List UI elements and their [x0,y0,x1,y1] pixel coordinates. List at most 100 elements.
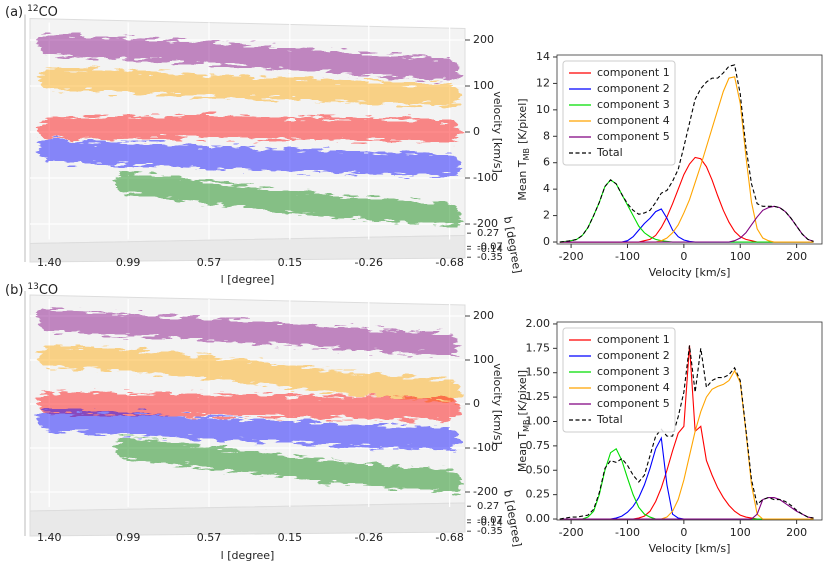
legend-box [562,327,676,433]
legend-label: component 3 [597,365,670,378]
z-tick-label: 0.27 [477,501,499,512]
z-tick-label: -0.14 [477,518,503,529]
mass-number: 12 [27,4,38,14]
legend-label: component 4 [597,381,670,394]
legend-label: component 5 [597,130,670,143]
legend-label: component 4 [597,114,670,127]
cloud-band [38,309,461,357]
y-tick-label: 200 [473,33,494,46]
x-tick-label: 1.40 [37,531,62,544]
y-label-unit: [K/pixel] [516,370,529,416]
molecule: CO [39,5,58,20]
cloud-band [38,392,461,421]
x-tick-label: 0.57 [197,256,222,269]
panel-title: (a) 12CO [5,4,58,20]
legend-label: component 1 [597,66,670,79]
x-axis-label: Velocity [km/s] [649,542,731,555]
cloud-band [38,345,461,402]
cloud-band [115,171,461,226]
x-tick-label: 100 [730,250,751,263]
x-axis-label: l [degree] [221,549,275,562]
series-line [559,497,814,520]
cloud-band [38,33,461,81]
y-tick-label: 10 [536,103,550,116]
cloud-band [38,115,461,142]
y-tick-label: 0.75 [526,439,551,452]
panel-label: (b) [5,283,23,298]
x-tick-label: -0.68 [435,531,463,544]
x-tick-label: 1.40 [37,256,62,269]
series-line [559,64,814,243]
cloud-band [38,67,461,107]
mass-number: 13 [27,282,38,292]
x-tick-label: -200 [559,526,584,539]
legend-label: component 2 [597,82,670,95]
y-tick-label: -100 [473,171,498,184]
panel-title: (b) 13CO [5,282,58,298]
y-tick-label: 1.50 [526,366,551,379]
floor-pane [29,234,466,263]
y-tick-label: 2.00 [526,317,551,330]
z-axis-label: b [degree] [501,215,524,274]
filaments [38,33,461,226]
y-tick-label: 0.25 [526,488,551,501]
y-tick-label: 0 [473,397,480,410]
y-label-text: Mean T [516,432,529,472]
legend-label: component 2 [597,349,670,362]
z-axis-label: b [degree] [501,489,524,548]
x-tick-label: -100 [615,526,640,539]
z-tick-label: -0.07 [477,241,503,252]
y-axis-label: velocity [km/s] [491,91,504,173]
series-line [559,156,814,243]
plot-frame [556,54,823,245]
x-tick-label: -200 [559,250,584,263]
x-tick-label: -0.26 [355,531,383,544]
legend-label: component 3 [597,98,670,111]
y-tick-label: 8 [543,129,550,142]
series-line [559,436,814,520]
x-tick-label: 0 [680,526,687,539]
series-line [559,208,814,243]
x-tick-label: 0.15 [278,256,303,269]
z-tick-label: -0.35 [477,252,503,263]
series-line [559,345,814,520]
y-label-text: Mean T [516,160,529,200]
y-tick-label: -200 [473,217,498,230]
y-axis-label: velocity [km/s] [491,363,504,445]
y-tick-label: 100 [473,79,494,92]
cloud-band [115,437,461,492]
x-tick-label: -100 [615,250,640,263]
series-line [559,179,814,243]
legend-label: component 1 [597,333,670,346]
y-tick-label: 1.00 [526,414,551,427]
x-tick-label: 200 [786,526,807,539]
x-tick-label: -0.68 [435,256,463,269]
series-line [559,447,814,520]
y-label-subscript: MB [522,419,531,431]
series-line [559,205,814,243]
y-tick-label: 0 [473,125,480,138]
y-tick-label: 200 [473,309,494,322]
x-tick-label: 100 [730,526,751,539]
y-tick-label: 100 [473,353,494,366]
panel-label: (a) [5,5,23,20]
y-tick-label: 0 [543,235,550,248]
x-axis-label: l [degree] [221,273,275,286]
legend-label: Total [596,146,623,159]
molecule: CO [39,283,58,298]
x-tick-label: 0.15 [278,531,303,544]
filaments [38,309,461,492]
x-tick-label: 200 [786,250,807,263]
z-tick-label: -0.14 [477,244,503,255]
legend-box [562,60,676,166]
x-tick-label: 0.99 [116,256,141,269]
y-tick-label: 4 [543,182,550,195]
y-tick-label: -200 [473,485,498,498]
x-tick-label: 0.57 [197,531,222,544]
legend-label: component 5 [597,397,670,410]
x-tick-label: 0.99 [116,531,141,544]
plot-frame [556,321,823,521]
y-tick-label: -100 [473,441,498,454]
legend-label: Total [596,413,623,426]
y-axis-label: Mean TMB [K/pixel] [516,370,531,472]
